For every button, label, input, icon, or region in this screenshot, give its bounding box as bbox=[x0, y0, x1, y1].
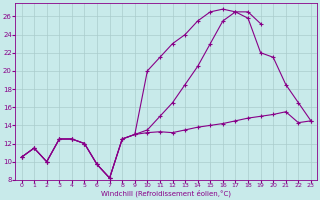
X-axis label: Windchill (Refroidissement éolien,°C): Windchill (Refroidissement éolien,°C) bbox=[101, 190, 231, 197]
